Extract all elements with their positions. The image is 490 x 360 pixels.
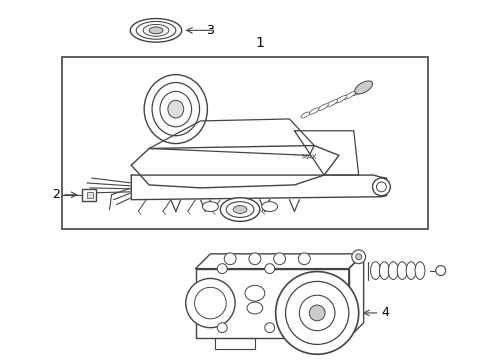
Ellipse shape <box>286 282 349 345</box>
Polygon shape <box>131 175 389 200</box>
Text: 2: 2 <box>52 188 60 201</box>
Bar <box>87 192 93 198</box>
Circle shape <box>274 253 286 265</box>
Ellipse shape <box>220 198 260 221</box>
Circle shape <box>265 323 275 333</box>
Circle shape <box>265 264 275 274</box>
Text: 3: 3 <box>206 24 214 37</box>
Ellipse shape <box>168 100 184 118</box>
Circle shape <box>298 253 310 265</box>
Ellipse shape <box>318 104 328 111</box>
Text: MAX: MAX <box>301 154 317 160</box>
Ellipse shape <box>232 202 248 212</box>
Ellipse shape <box>309 108 319 114</box>
Circle shape <box>224 253 236 265</box>
Ellipse shape <box>245 285 265 301</box>
Polygon shape <box>196 269 349 338</box>
Circle shape <box>376 182 387 192</box>
Polygon shape <box>349 254 364 338</box>
Ellipse shape <box>389 262 398 279</box>
Text: 1: 1 <box>255 36 264 50</box>
Circle shape <box>372 178 391 196</box>
Ellipse shape <box>149 27 163 34</box>
Bar <box>62 57 428 229</box>
Ellipse shape <box>397 262 407 279</box>
Ellipse shape <box>355 81 372 94</box>
Ellipse shape <box>309 305 325 321</box>
Ellipse shape <box>406 262 416 279</box>
Ellipse shape <box>247 302 263 314</box>
Circle shape <box>218 323 227 333</box>
Polygon shape <box>294 131 359 175</box>
Ellipse shape <box>144 75 207 144</box>
Circle shape <box>436 266 446 275</box>
Ellipse shape <box>370 262 380 279</box>
Circle shape <box>249 253 261 265</box>
Ellipse shape <box>130 18 182 42</box>
Ellipse shape <box>352 87 366 96</box>
Ellipse shape <box>202 202 219 212</box>
Circle shape <box>352 250 366 264</box>
Ellipse shape <box>262 202 278 212</box>
Ellipse shape <box>301 112 310 118</box>
Polygon shape <box>131 145 339 188</box>
Ellipse shape <box>152 82 199 136</box>
Ellipse shape <box>415 262 425 279</box>
Ellipse shape <box>233 206 247 213</box>
Polygon shape <box>196 254 364 269</box>
Circle shape <box>356 254 362 260</box>
Polygon shape <box>215 338 255 349</box>
Ellipse shape <box>379 262 390 279</box>
Ellipse shape <box>343 91 356 99</box>
Ellipse shape <box>335 95 347 103</box>
Ellipse shape <box>326 100 338 107</box>
Ellipse shape <box>143 24 169 36</box>
Circle shape <box>218 264 227 274</box>
Ellipse shape <box>195 287 226 319</box>
Ellipse shape <box>299 295 335 330</box>
Ellipse shape <box>136 22 176 39</box>
Bar <box>82 189 96 201</box>
Ellipse shape <box>160 91 192 127</box>
Ellipse shape <box>226 202 254 217</box>
Ellipse shape <box>186 278 235 328</box>
Ellipse shape <box>276 271 359 354</box>
Polygon shape <box>149 119 314 156</box>
Text: 4: 4 <box>381 306 390 319</box>
